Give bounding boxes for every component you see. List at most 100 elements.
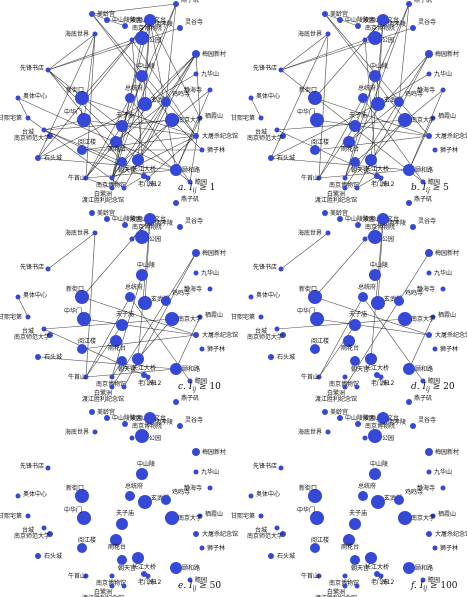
panel-c-node-label: 颐和路 [182,365,200,373]
panel-f-node [274,525,280,531]
panel-b-edge [280,39,366,71]
panel-d-node [403,363,415,375]
panel-a-node-label: 静海寺 [184,86,202,94]
panel-a-node-label: 甘熙宅第 [0,114,22,122]
panel-a-node [141,173,147,179]
panel-c-node [138,296,152,310]
panel-b-edge [408,89,444,171]
panel-c-node-label: 燕子矶 [181,195,199,203]
panel-a-node-label: 白鹭洲 [94,190,112,198]
panel-e-node [25,513,31,519]
panel-a-node-label: 奥体中心 [23,92,47,100]
panel-a-node [15,95,21,101]
panel-a-node-label: 南京大学 [178,116,202,124]
panel-b-edge [398,3,410,103]
panel-b-node [308,91,322,105]
panel-a-edge [85,169,177,179]
panel-d-node [425,249,433,257]
panel-d-node [368,230,382,244]
panel-e: 美龄宫中山陵陵园紫金山天文台明孝陵海底世界古林公园梅园新村灵谷寺南京博物院先锋书… [0,394,238,597]
panel-a-node-label: 朝天宫 [118,166,136,174]
panel-a-edge [85,125,123,179]
panel-e-node [199,545,205,551]
panel-d-node-label: 阅江楼 [311,337,329,345]
panel-f-node-label: 古林公园 [370,434,394,442]
panel-c-node [110,335,122,347]
panel-d-node [350,356,360,366]
panel-d-node-label: 白鹭洲 [327,389,345,397]
panel-c-node [121,384,127,390]
panel-f-node [325,429,331,435]
panel-e-node-label: 静海寺 [184,484,202,492]
panel-a-node-label: 明孝陵 [155,20,173,28]
panel-d-node [394,296,404,306]
panel-e-node-label: 1912 [146,579,161,586]
panel-b-edge [270,157,410,171]
panel-c-node [141,372,147,378]
panel-d-node [377,213,389,225]
panel-a-edge [137,101,167,161]
panel-e-node [165,511,179,525]
panel-e-node [125,491,135,501]
panel-c-node [104,216,110,222]
panel-d-node-label: 鸡鸣寺 [405,289,423,297]
panel-d-edge [370,218,384,360]
panel-a-node-label: 瞻园 [195,178,207,186]
panel-f-node [337,415,343,421]
panel-d-edge [280,232,329,270]
panel-a-edge [47,39,133,71]
panel-d-node-label: 台城 [255,327,267,335]
panel-f-node-label: 颐和路 [415,564,433,572]
panel-d-node-label: 瞻园 [428,377,440,385]
panel-f-node [377,412,389,424]
panel-d-node-label: 1912 [379,380,394,387]
panel-a-node-label: 牛首山 [68,174,86,182]
panel-b-edge [318,33,329,179]
panel-b-edge [370,19,384,161]
panel-b-edge [318,169,410,179]
panel-d-node-label: 南京博物馆 [329,380,359,388]
panel-b-node [425,50,433,58]
panel-a-node [192,50,200,58]
panel-a-node-label: 九华山 [201,70,219,78]
panel-e-node-label: 瞻园 [195,576,207,584]
panel-b-edge [314,135,430,151]
panel-f-node [420,577,426,583]
panel-d-edge [316,318,430,336]
panel-f-node-label: 石头城 [277,552,295,560]
panel-e-node [116,518,128,530]
panel-b: 美龄宫中山陵陵园紫金山天文台明孝陵海底世界古林公园梅园新村灵谷寺南京博物院先锋书… [231,0,467,204]
panel-a-edge [91,3,177,15]
panel-a-node [104,17,110,23]
panel-e-node-label: 南京师范大学 [14,532,50,540]
panel-b-node-label: 燕子矶 [414,0,432,4]
panel-b-node-label: 明孝陵 [388,20,406,28]
panel-f-node-label: 新街口 [299,484,317,492]
panel-c-node [199,346,205,352]
panel-a-edge [121,119,173,127]
panel-e-node [41,525,47,531]
panel-d-node [349,319,361,331]
panel-e-node-label: 玄武湖 [151,494,169,502]
panel-e-node [135,429,149,443]
panel-b-node-label: 瞻园 [428,178,440,186]
panel-a-edge [149,19,201,119]
panel-e-node-label: 栖霞山 [205,510,223,518]
panel-d-node-label: 栖霞山 [438,311,456,319]
panel-a-node [187,179,193,185]
panel-c-node [47,332,53,338]
panel-f-node-label: 中山陵陵园 [345,414,375,422]
panel-a-edge [37,157,177,171]
panel-a-node [92,31,98,37]
panel-d-node-label: 夫子庙 [349,310,367,318]
panel-c-node [41,326,47,332]
panel-a-edge [121,53,197,127]
panel-a-node [193,133,199,139]
panel-b-node [342,175,348,181]
panel-d-node [310,312,324,326]
panel-a-node [173,1,179,7]
panel-c-node [170,363,182,375]
panel-e-caption: e. Iij ≥ 50 [178,581,221,592]
panel-a-node-label: 海底世界 [65,30,89,38]
panel-e-node [122,421,128,427]
